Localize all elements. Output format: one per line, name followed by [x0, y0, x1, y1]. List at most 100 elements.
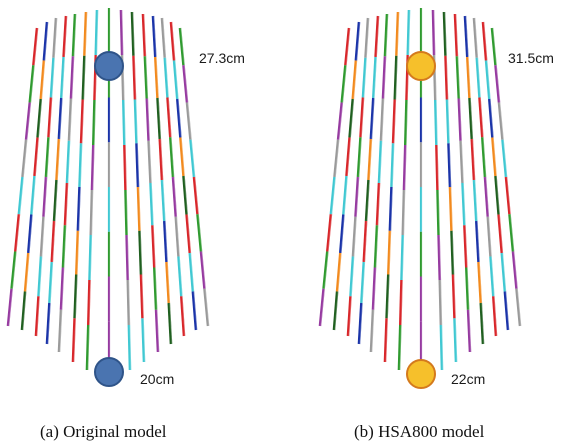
fiber-segment	[62, 15, 68, 58]
fiber-segment	[349, 256, 355, 297]
fiber-segment	[28, 65, 35, 103]
fiber-segment	[459, 140, 464, 184]
fiber-segment	[472, 17, 479, 58]
fiber-segment	[179, 137, 185, 177]
fiber-highlight	[347, 137, 351, 177]
fiber-highlight	[80, 143, 83, 188]
fiber-highlight	[176, 216, 180, 257]
fiber-highlight	[474, 17, 479, 58]
fiber-segment	[185, 214, 192, 254]
fiber-highlight	[25, 252, 30, 292]
fiber-highlight	[363, 57, 367, 98]
fiber-segment	[182, 175, 188, 215]
fiber-segment	[122, 99, 126, 146]
fiber-highlight	[156, 309, 160, 353]
fiber-highlight	[92, 144, 95, 191]
fiber-segment	[154, 56, 159, 99]
fiber-highlight	[486, 60, 491, 100]
fiber-segment	[393, 55, 398, 100]
fiber-segment	[92, 99, 96, 146]
fiber-bundle-hsa800	[318, 8, 522, 371]
fiber-highlight	[91, 189, 94, 236]
fiber-segment	[354, 176, 360, 217]
fiber-highlight	[52, 220, 56, 263]
fiber-segment	[450, 230, 455, 275]
fiber-highlight	[125, 144, 127, 191]
fiber-highlight	[177, 98, 182, 138]
fiber-highlight	[356, 21, 361, 61]
fiber-segment	[169, 137, 175, 178]
fiber-highlight	[331, 176, 336, 215]
fiber-highlight	[143, 13, 147, 57]
fiber-highlight	[164, 220, 168, 263]
fiber-highlight	[57, 138, 61, 181]
fiber-highlight	[23, 139, 28, 178]
fiber-segment	[478, 97, 484, 138]
fiber-segment	[345, 137, 351, 177]
fiber-segment	[139, 274, 144, 319]
fiber-highlight	[400, 279, 403, 326]
fiber-segment	[445, 99, 450, 144]
fiber-highlight	[385, 13, 389, 57]
fiber-highlight	[479, 261, 483, 304]
fiber-segment	[361, 57, 367, 98]
fiber-segment	[14, 214, 21, 252]
fiber-highlight	[474, 179, 478, 222]
fiber-highlight	[160, 138, 164, 181]
fiber-segment	[466, 309, 472, 353]
fiber-segment	[30, 175, 36, 215]
fiber-segment	[174, 216, 180, 257]
fiber-highlight	[93, 99, 96, 146]
fiber-segment	[395, 11, 400, 56]
fiber-segment	[160, 17, 167, 58]
fiber-segment	[354, 21, 361, 61]
fiber-segment	[138, 230, 143, 275]
fiber-highlight	[457, 56, 461, 99]
fiber-segment	[177, 256, 183, 297]
fiber-segment	[94, 9, 99, 56]
fiber-highlight	[480, 97, 484, 138]
fiber-highlight	[198, 214, 203, 252]
fiber-highlight	[366, 179, 370, 222]
fiber-segment	[369, 97, 375, 140]
fiber-highlight	[34, 27, 39, 66]
fiber-highlight	[138, 186, 141, 231]
fiber-segment	[344, 27, 351, 66]
fiber-segment	[348, 98, 355, 138]
fiber-segment	[383, 318, 388, 363]
fiber-segment	[406, 9, 411, 56]
fiber-segment	[490, 27, 497, 66]
fiber-segment	[377, 140, 383, 184]
fiber-highlight	[346, 27, 351, 66]
fiber-highlight	[379, 140, 383, 184]
fiber-segment	[130, 11, 135, 56]
fiber-segment	[387, 230, 392, 275]
fiber-highlight	[137, 143, 140, 188]
fiber-highlight	[187, 214, 192, 254]
fiber-highlight	[375, 225, 379, 268]
fiber-segment	[20, 291, 27, 331]
fiber-segment	[448, 186, 453, 231]
fiber-segment	[329, 176, 336, 215]
fiber-highlight	[366, 17, 370, 58]
fiber-highlight	[191, 139, 196, 178]
fiber-segment	[188, 252, 195, 292]
fiber-segment	[369, 309, 375, 353]
fiber-highlight	[459, 98, 462, 141]
fiber-segment	[453, 13, 459, 57]
fiber-highlight	[140, 230, 143, 275]
fiber-segment	[87, 279, 91, 326]
fiber-highlight	[439, 234, 442, 281]
fiber-segment	[123, 144, 127, 191]
fiber-segment	[39, 60, 46, 100]
fiber-segment	[42, 176, 48, 217]
fiber-segment	[59, 267, 65, 310]
fiber-highlight	[499, 102, 504, 140]
fiber-segment	[141, 13, 147, 57]
fiber-segment	[61, 225, 67, 268]
fiber-highlight	[334, 291, 339, 331]
fiber-highlight	[362, 261, 366, 304]
fiber-highlight	[506, 176, 511, 215]
fiber-highlight	[435, 99, 438, 146]
fiber-highlight	[433, 9, 436, 56]
